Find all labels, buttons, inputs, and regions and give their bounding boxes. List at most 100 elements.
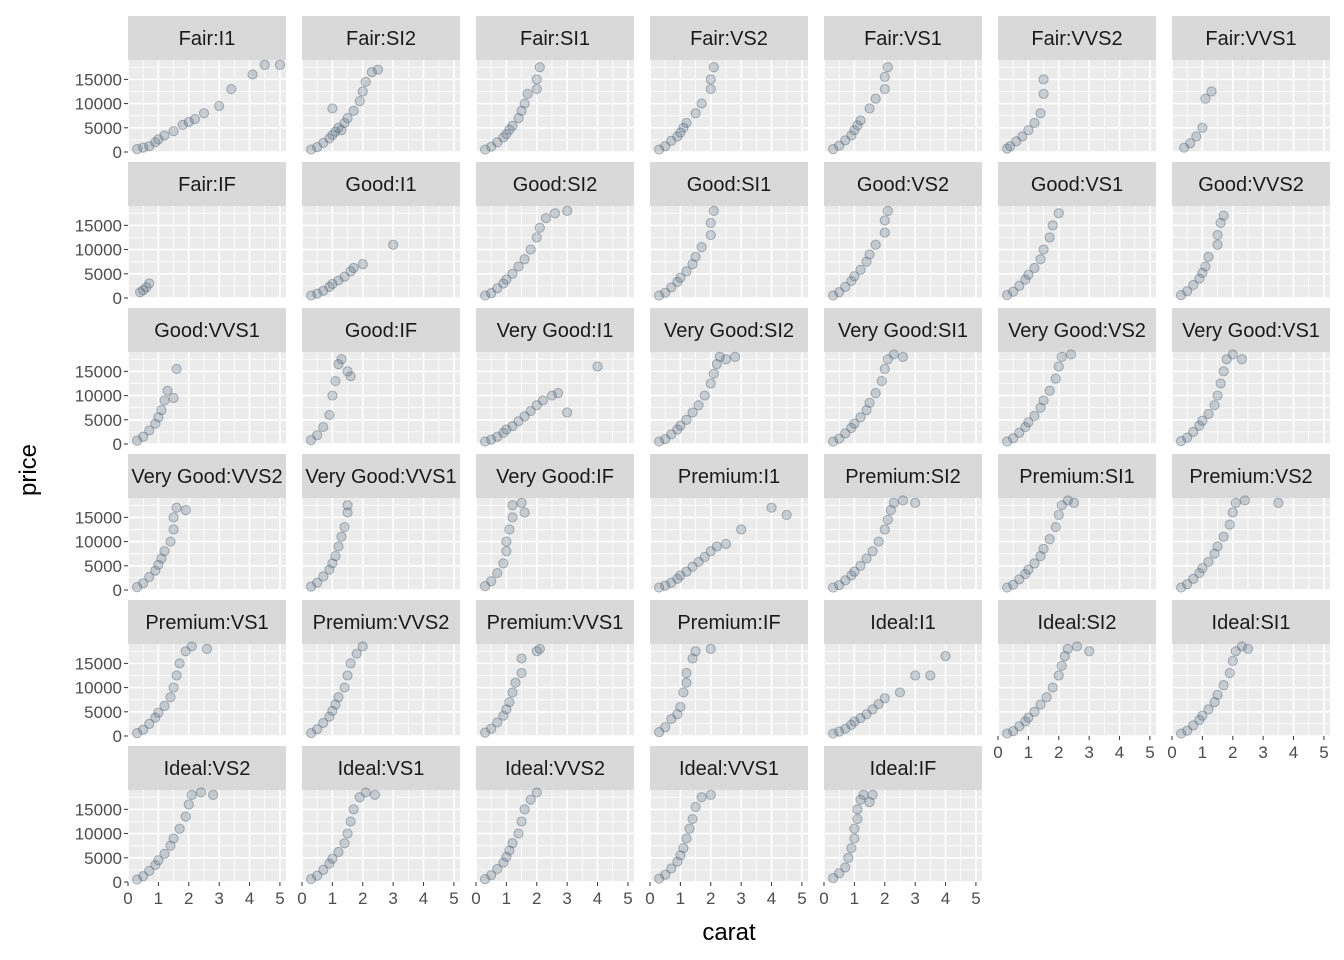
facet-ideal-vvs1: Ideal:VVS1 0 1 2 3 4 5: [645, 746, 808, 908]
data-point: [870, 239, 881, 250]
facet-strip: [1172, 600, 1330, 644]
data-point: [480, 144, 491, 155]
data-point: [1194, 420, 1205, 431]
data-point: [855, 712, 866, 724]
data-point: [1068, 497, 1080, 508]
data-point: [247, 69, 258, 80]
data-point: [870, 388, 881, 399]
data-point: [144, 425, 155, 436]
data-point: [183, 799, 194, 810]
data-point: [525, 405, 536, 417]
data-point: [516, 653, 527, 664]
data-point: [339, 521, 350, 533]
panel-background: [824, 60, 982, 152]
data-point: [342, 670, 353, 681]
data-point: [849, 125, 860, 136]
data-point: [1176, 435, 1187, 447]
data-point: [1047, 682, 1058, 693]
data-point: [1230, 497, 1241, 508]
data-point: [708, 62, 719, 73]
data-point: [513, 828, 524, 839]
data-point: [132, 874, 143, 885]
data-point: [174, 658, 185, 669]
data-point: [1218, 680, 1229, 691]
x-tick-label: 2: [532, 889, 541, 908]
x-tick-label: 5: [971, 889, 980, 908]
data-point: [1182, 432, 1193, 443]
data-point: [828, 582, 839, 593]
panel-background: [476, 352, 634, 444]
facet-strip: [824, 454, 982, 498]
facet-strip-label: Premium:VVS2: [313, 612, 450, 634]
data-point: [1062, 495, 1073, 506]
data-point: [1008, 433, 1019, 444]
data-point: [1038, 395, 1049, 406]
data-point: [870, 93, 881, 104]
data-point: [168, 524, 179, 535]
facet-good-si1: Good:SI1: [649, 162, 808, 301]
data-point: [516, 497, 527, 508]
data-point: [849, 833, 860, 844]
x-tick-label: 2: [358, 889, 367, 908]
data-point: [144, 571, 155, 583]
x-tick-label: 0: [1167, 743, 1176, 762]
y-tick-label: 15000: [75, 654, 122, 673]
data-point: [687, 561, 698, 572]
data-point: [492, 283, 503, 294]
data-point: [519, 254, 530, 265]
x-tick-label: 2: [706, 889, 715, 908]
facet-strip-label: Good:VVS2: [1198, 174, 1304, 196]
data-point: [888, 349, 899, 360]
facet-strip: [650, 600, 808, 644]
data-point: [171, 502, 182, 513]
data-point: [318, 285, 329, 296]
x-tick-label: 1: [850, 889, 859, 908]
facet-strip-label: Very Good:SI2: [664, 320, 794, 342]
data-point: [681, 677, 692, 688]
facet-strip: [128, 308, 286, 352]
data-point: [879, 524, 890, 535]
data-point: [828, 873, 839, 884]
data-point: [372, 64, 384, 75]
data-point: [681, 833, 692, 844]
data-point: [1053, 509, 1064, 521]
data-point: [351, 648, 362, 659]
data-point: [1053, 361, 1064, 372]
data-point: [195, 787, 207, 798]
x-tick-label: 5: [1145, 743, 1154, 762]
x-tick-label: 0: [645, 889, 654, 908]
data-point: [879, 215, 890, 226]
data-point: [327, 705, 338, 716]
data-point: [504, 697, 515, 708]
x-tick-label: 3: [910, 889, 919, 908]
data-point: [1038, 74, 1049, 85]
facet-strip-label: Good:SI1: [687, 174, 772, 196]
data-point: [1218, 531, 1229, 542]
data-point: [894, 687, 906, 698]
data-point: [330, 375, 341, 387]
data-point: [492, 431, 503, 442]
data-point: [327, 558, 338, 569]
data-point: [144, 718, 155, 729]
panel-background: [1172, 60, 1330, 152]
x-tick-label: 3: [1258, 743, 1267, 762]
data-point: [345, 658, 356, 669]
data-point: [1038, 88, 1049, 99]
data-point: [846, 422, 857, 434]
data-point: [1185, 138, 1196, 149]
facet-strip-label: Ideal:SI1: [1212, 612, 1291, 634]
data-point: [168, 392, 179, 404]
y-tick-label: 15000: [75, 800, 122, 819]
data-point: [1212, 541, 1223, 552]
facet-strip-label: Ideal:VS2: [164, 758, 251, 780]
data-point: [144, 141, 155, 152]
panel-background: [128, 206, 286, 298]
data-point: [150, 712, 161, 723]
facet-strip-label: Good:VS1: [1031, 174, 1123, 196]
data-point: [1182, 725, 1193, 736]
data-point: [549, 208, 561, 219]
data-point: [855, 794, 866, 805]
data-point: [1014, 427, 1025, 438]
facet-strip: [650, 162, 808, 206]
data-point: [781, 509, 792, 521]
